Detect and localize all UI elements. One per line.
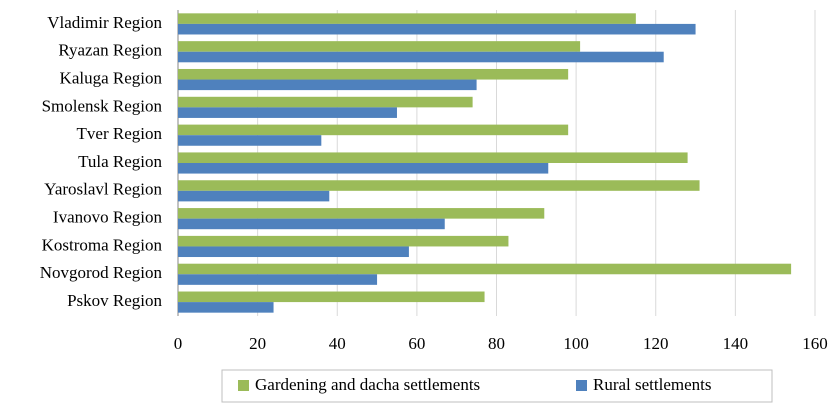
y-tick-label: Ryazan Region [58, 41, 162, 60]
bar [178, 218, 445, 230]
bar [178, 68, 569, 80]
bar [178, 235, 509, 247]
x-tick-label: 100 [563, 334, 589, 353]
bar [178, 152, 688, 163]
x-tick-label: 140 [723, 334, 749, 353]
y-tick-label: Ivanovo Region [53, 208, 163, 227]
x-tick-label: 40 [329, 334, 346, 353]
bar [178, 13, 636, 24]
bar [178, 180, 700, 191]
legend-swatch [576, 380, 587, 391]
bar [178, 163, 549, 174]
y-tick-label: Kostroma Region [42, 235, 163, 254]
x-tick-label: 80 [488, 334, 505, 353]
bar [178, 79, 477, 91]
y-tick-label: Smolensk Region [42, 96, 163, 115]
x-tick-label: 120 [643, 334, 669, 353]
y-tick-label: Tula Region [78, 152, 162, 171]
x-tick-label: 20 [249, 334, 266, 353]
y-tick-label: Tver Region [77, 124, 163, 143]
legend-label: Rural settlements [593, 375, 712, 394]
x-tick-label: 160 [802, 334, 828, 353]
bar [178, 124, 569, 136]
bar [178, 135, 322, 146]
bar [178, 96, 473, 108]
bar [178, 41, 581, 52]
legend-box [221, 369, 773, 403]
legend-swatch [238, 380, 249, 391]
bar [178, 263, 792, 275]
bar [178, 274, 378, 285]
x-tick-label: 60 [408, 334, 425, 353]
bar [178, 107, 397, 118]
bar [178, 246, 409, 258]
bar [178, 23, 696, 35]
bar [178, 51, 664, 63]
y-tick-label: Kaluga Region [60, 68, 163, 87]
legend-label: Gardening and dacha settlements [255, 375, 480, 394]
bar [178, 302, 274, 313]
y-tick-label: Pskov Region [67, 291, 162, 310]
x-tick-label: 0 [174, 334, 183, 353]
y-tick-label: Novgorod Region [40, 263, 163, 282]
bar [178, 190, 330, 202]
y-tick-label: Yaroslavl Region [44, 180, 162, 199]
bar [178, 208, 545, 219]
bar [178, 291, 485, 303]
y-tick-label: Vladimir Region [47, 13, 162, 32]
